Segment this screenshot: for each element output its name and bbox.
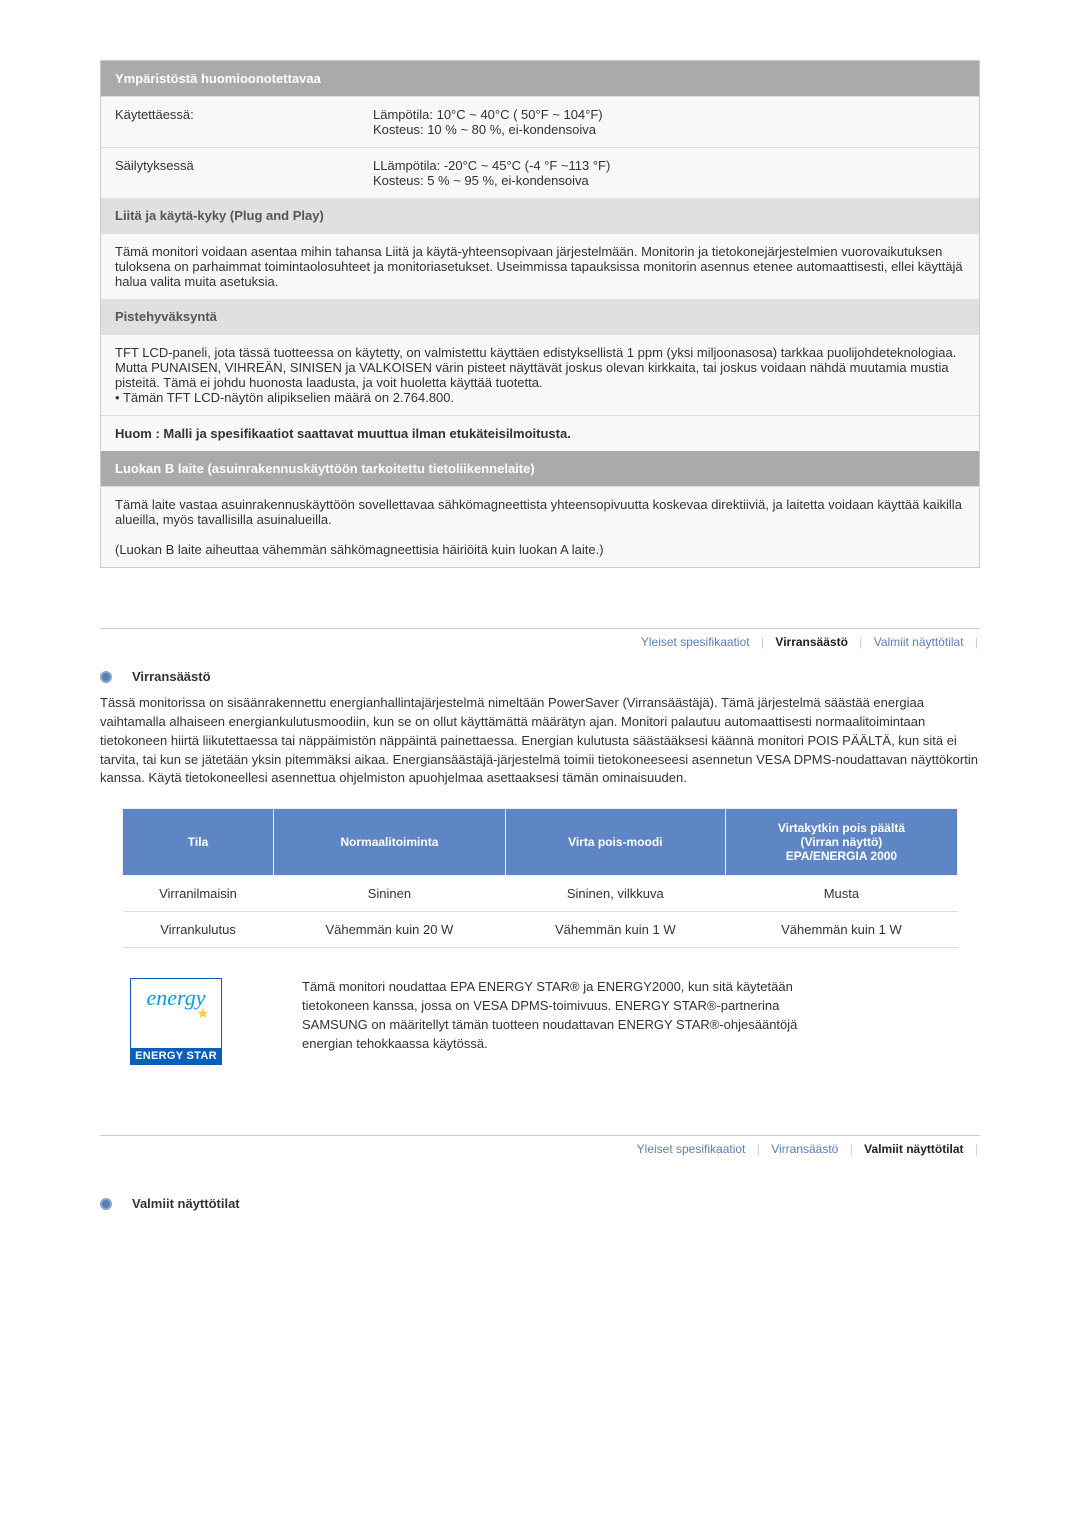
dot-bullet: Tämän TFT LCD-näytön alipikselien määrä … <box>115 390 965 405</box>
power-section-header: Virransäästö <box>100 669 980 684</box>
document-page: Ympäristöstä huomioonotettavaa Käytettäe… <box>0 0 1080 1301</box>
pt-r1c4: Musta <box>725 876 957 912</box>
tab-sep-icon: | <box>848 1142 855 1156</box>
spec-notice: Huom : Malli ja spesifikaatiot saattavat… <box>101 416 980 452</box>
tab-sep-icon: | <box>759 635 766 649</box>
pt-r2c4: Vähemmän kuin 1 W <box>725 912 957 948</box>
power-intro: Tässä monitorissa on sisäänrakennettu en… <box>100 694 980 788</box>
env-row2-value: LLämpötila: -20°C ~ 45°C (-4 °F ~113 °F)… <box>359 148 980 199</box>
classb-body2: (Luokan B laite aiheuttaa vähemmän sähkö… <box>115 542 965 557</box>
power-title: Virransäästö <box>132 669 211 684</box>
pt-r2c2: Vähemmän kuin 20 W <box>274 912 506 948</box>
plug-body: Tämä monitori voidaan asentaa mihin taha… <box>101 234 980 300</box>
star-icon: ★ <box>196 1005 209 1022</box>
dot-body: TFT LCD-paneli, jota tässä tuotteessa on… <box>115 345 965 390</box>
pt-h3: Virta pois-moodi <box>505 809 725 876</box>
tab-power-1[interactable]: Virransäästö <box>769 635 854 649</box>
classb-body1: Tämä laite vastaa asuinrakennuskäyttöön … <box>115 497 965 527</box>
tab-sep-icon: | <box>755 1142 762 1156</box>
power-table: Tila Normaalitoiminta Virta pois-moodi V… <box>122 808 958 948</box>
dot-body-cell: TFT LCD-paneli, jota tässä tuotteessa on… <box>101 335 980 416</box>
env-header: Ympäristöstä huomioonotettavaa <box>101 61 980 97</box>
tab-general-2[interactable]: Yleiset spesifikaatiot <box>631 1142 752 1156</box>
tab-power-2[interactable]: Virransäästö <box>765 1142 844 1156</box>
energy-star-text: Tämä monitori noudattaa EPA ENERGY STAR®… <box>302 978 822 1053</box>
classb-header: Luokan B laite (asuinrakennuskäyttöön ta… <box>101 451 980 487</box>
pt-h4: Virtakytkin pois päältä (Virran näyttö) … <box>725 809 957 876</box>
tab-preset-2[interactable]: Valmiit näyttötilat <box>858 1142 969 1156</box>
preset-section-header: Valmiit näyttötilat <box>100 1196 980 1211</box>
pt-r1c2: Sininen <box>274 876 506 912</box>
energy-star-block: energy ★ ENERGY STAR Tämä monitori nouda… <box>130 978 980 1065</box>
bullet-icon <box>100 671 112 683</box>
tab-general-1[interactable]: Yleiset spesifikaatiot <box>635 635 756 649</box>
table-row: Virranilmaisin Sininen Sininen, vilkkuva… <box>123 876 958 912</box>
tab-sep-icon: | <box>857 635 864 649</box>
pt-h2: Normaalitoiminta <box>274 809 506 876</box>
spec-table: Ympäristöstä huomioonotettavaa Käytettäe… <box>100 60 980 568</box>
pt-r1c3: Sininen, vilkkuva <box>505 876 725 912</box>
plug-header: Liitä ja käytä-kyky (Plug and Play) <box>101 198 980 234</box>
pt-h1: Tila <box>123 809 274 876</box>
env-row1-value: Lämpötila: 10°C ~ 40°C ( 50°F ~ 104°F) K… <box>359 97 980 148</box>
env-row1-label: Käytettäessä: <box>101 97 360 148</box>
tab-nav-1: Yleiset spesifikaatiot | Virransäästö | … <box>100 628 980 649</box>
pt-r2c1: Virrankulutus <box>123 912 274 948</box>
pt-r2c3: Vähemmän kuin 1 W <box>505 912 725 948</box>
table-row: Virrankulutus Vähemmän kuin 20 W Vähemmä… <box>123 912 958 948</box>
preset-title: Valmiit näyttötilat <box>132 1196 240 1211</box>
tab-sep-icon: | <box>973 635 980 649</box>
tab-preset-1[interactable]: Valmiit näyttötilat <box>868 635 970 649</box>
bullet-icon <box>100 1198 112 1210</box>
tab-sep-icon: | <box>973 1142 980 1156</box>
env-row2-label: Säilytyksessä <box>101 148 360 199</box>
tab-nav-2: Yleiset spesifikaatiot | Virransäästö | … <box>100 1135 980 1156</box>
classb-body-cell: Tämä laite vastaa asuinrakennuskäyttöön … <box>101 487 980 568</box>
energy-star-logo: energy ★ ENERGY STAR <box>130 978 222 1065</box>
energy-star-bar: ENERGY STAR <box>131 1048 221 1064</box>
dot-header: Pistehyväksyntä <box>101 299 980 335</box>
pt-r1c1: Virranilmaisin <box>123 876 274 912</box>
